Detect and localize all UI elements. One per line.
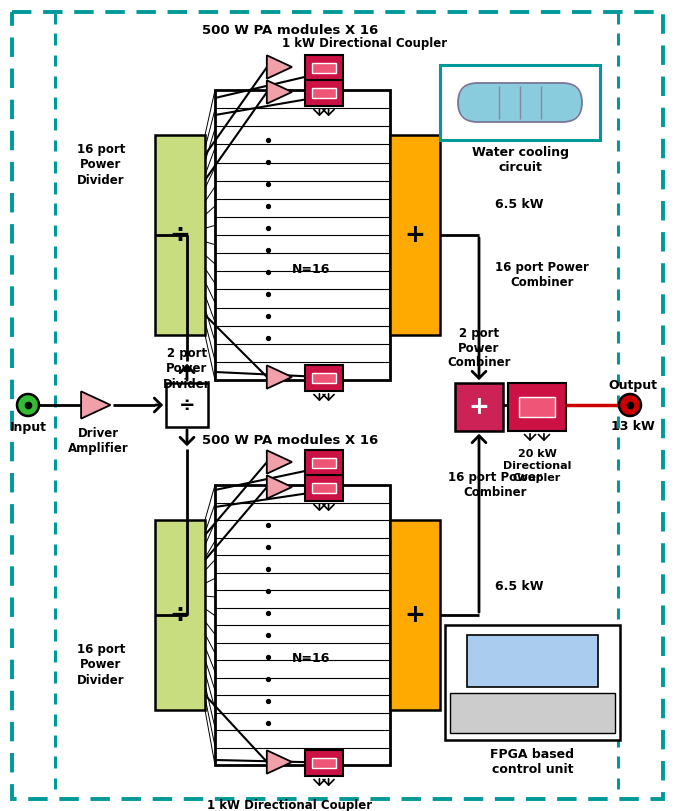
Bar [313, 372, 335, 384]
Text: 16 port Power
Combiner: 16 port Power Combiner [448, 471, 542, 499]
Bar [305, 365, 343, 391]
Text: Input: Input [9, 420, 47, 434]
Bar [313, 457, 335, 469]
Text: 2 port
Power
Combiner: 2 port Power Combiner [448, 327, 511, 370]
Text: ÷: ÷ [179, 396, 195, 414]
Polygon shape [81, 392, 111, 418]
Text: +: + [468, 395, 489, 419]
Text: Water cooling
circuit: Water cooling circuit [472, 146, 568, 174]
Text: 500 W PA modules X 16: 500 W PA modules X 16 [202, 24, 378, 36]
Bar [313, 757, 335, 769]
Polygon shape [267, 365, 292, 388]
Bar [305, 750, 343, 776]
Text: FPGA based
control unit: FPGA based control unit [491, 748, 574, 776]
Polygon shape [267, 55, 292, 79]
Bar [477, 83, 562, 122]
Text: 6.5 kW: 6.5 kW [495, 199, 543, 212]
Bar [519, 397, 555, 417]
Circle shape [619, 394, 641, 416]
Bar [440, 65, 600, 140]
Bar [313, 88, 335, 98]
Circle shape [543, 83, 582, 122]
Bar [305, 55, 343, 81]
Bar [215, 485, 390, 765]
Polygon shape [267, 475, 292, 499]
Text: ÷: ÷ [169, 603, 190, 627]
Bar [445, 625, 620, 740]
Text: Driver
Amplifier: Driver Amplifier [68, 427, 128, 455]
Bar [155, 520, 205, 710]
Bar [455, 383, 503, 431]
Bar [450, 693, 615, 733]
Text: 2 port
Power
Divider: 2 port Power Divider [163, 347, 211, 391]
Text: 1 kW Directional Coupler: 1 kW Directional Coupler [282, 36, 448, 49]
Text: N=16: N=16 [292, 264, 331, 277]
Bar [313, 483, 335, 493]
Text: 20 kW
Directional
Coupler: 20 kW Directional Coupler [503, 449, 571, 483]
Bar [305, 475, 343, 501]
Bar [390, 520, 440, 710]
Text: 6.5 kW: 6.5 kW [495, 580, 543, 593]
Bar [508, 383, 566, 431]
Text: 16 port Power
Combiner: 16 port Power Combiner [495, 261, 589, 289]
Bar [305, 80, 343, 106]
Text: N=16: N=16 [292, 652, 331, 665]
Text: 16 port
Power
Divider: 16 port Power Divider [77, 643, 125, 686]
Bar [467, 635, 598, 687]
Text: +: + [404, 223, 425, 247]
Text: 1 kW Directional Coupler: 1 kW Directional Coupler [207, 799, 373, 811]
Polygon shape [267, 750, 292, 774]
Bar [390, 135, 440, 335]
Polygon shape [267, 80, 292, 104]
Bar [155, 135, 205, 335]
Text: ÷: ÷ [169, 223, 190, 247]
Bar [313, 62, 335, 74]
Text: 16 port
Power
Divider: 16 port Power Divider [77, 144, 125, 187]
Text: 13 kW: 13 kW [611, 420, 655, 434]
Polygon shape [267, 450, 292, 474]
Bar [305, 450, 343, 476]
Bar [215, 90, 390, 380]
Text: +: + [404, 603, 425, 627]
Text: 500 W PA modules X 16: 500 W PA modules X 16 [202, 434, 378, 447]
Circle shape [458, 83, 497, 122]
Text: Output: Output [608, 379, 657, 392]
Bar [166, 383, 208, 427]
Circle shape [17, 394, 39, 416]
